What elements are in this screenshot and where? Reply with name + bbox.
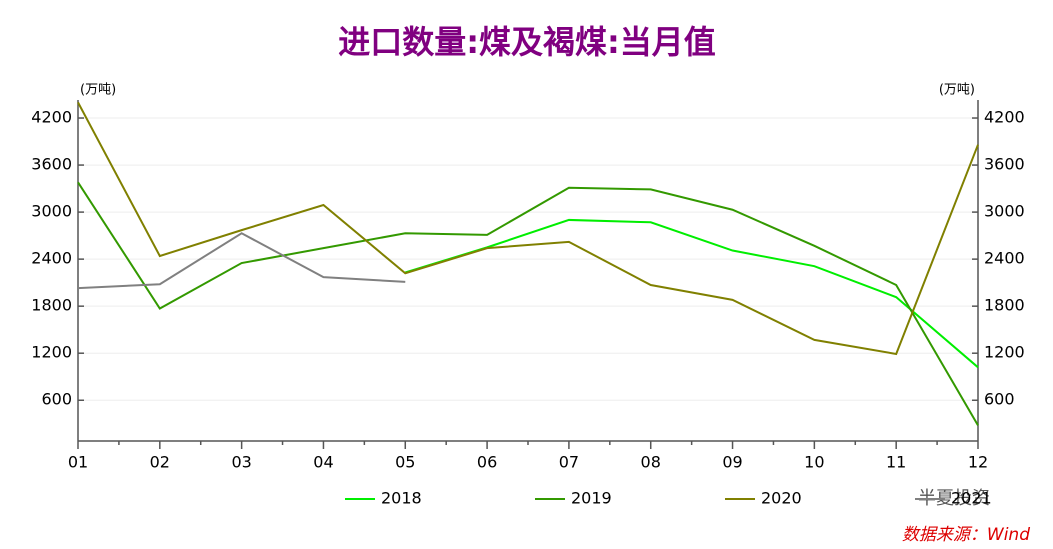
y2-tick-label: 3600 [984, 155, 1025, 174]
y-tick-label: 1200 [31, 343, 72, 362]
legend-label: 2019 [571, 489, 612, 508]
series-line [77, 101, 979, 356]
series-line [404, 218, 979, 369]
legend-label: 2018 [381, 489, 422, 508]
y2-tick-label: 2400 [984, 249, 1025, 268]
x-tick-label: 01 [68, 453, 88, 472]
source: 数据来源：Wind [902, 525, 1030, 545]
y-tick-label: 3600 [31, 155, 72, 174]
y2-tick-label: 600 [984, 390, 1015, 409]
y-unit: (万吨) [80, 83, 116, 98]
series-line [77, 232, 406, 290]
y2-tick-label: 4200 [984, 108, 1025, 127]
x-tick-label: 03 [231, 453, 251, 472]
y-tick-label: 2400 [31, 249, 72, 268]
legend-label: 2020 [761, 489, 802, 508]
y2-tick-label: 1800 [984, 296, 1025, 315]
x-tick-label: 02 [150, 453, 170, 472]
x-tick-label: 08 [641, 453, 661, 472]
y-tick-label: 1800 [31, 296, 72, 315]
y2-tick-label: 1200 [984, 343, 1025, 362]
x-tick-label: 11 [886, 453, 906, 472]
x-tick-label: 05 [395, 453, 415, 472]
x-tick-label: 12 [968, 453, 988, 472]
y2-tick-label: 3000 [984, 202, 1025, 221]
chart-title: 进口数量:煤及褐煤:当月值 [338, 23, 716, 61]
x-tick-label: 06 [477, 453, 497, 472]
legend-label: 2021 [951, 489, 992, 508]
x-tick-label: 09 [722, 453, 742, 472]
y-tick-label: 4200 [31, 108, 72, 127]
y-tick-label: 600 [41, 390, 72, 409]
series-line [77, 181, 979, 426]
x-tick-label: 04 [313, 453, 333, 472]
x-tick-label: 07 [559, 453, 579, 472]
x-tick-label: 10 [804, 453, 824, 472]
y2-unit: (万吨) [939, 83, 975, 98]
y-tick-label: 3000 [31, 202, 72, 221]
watermark: 半夏投资 [918, 488, 990, 509]
